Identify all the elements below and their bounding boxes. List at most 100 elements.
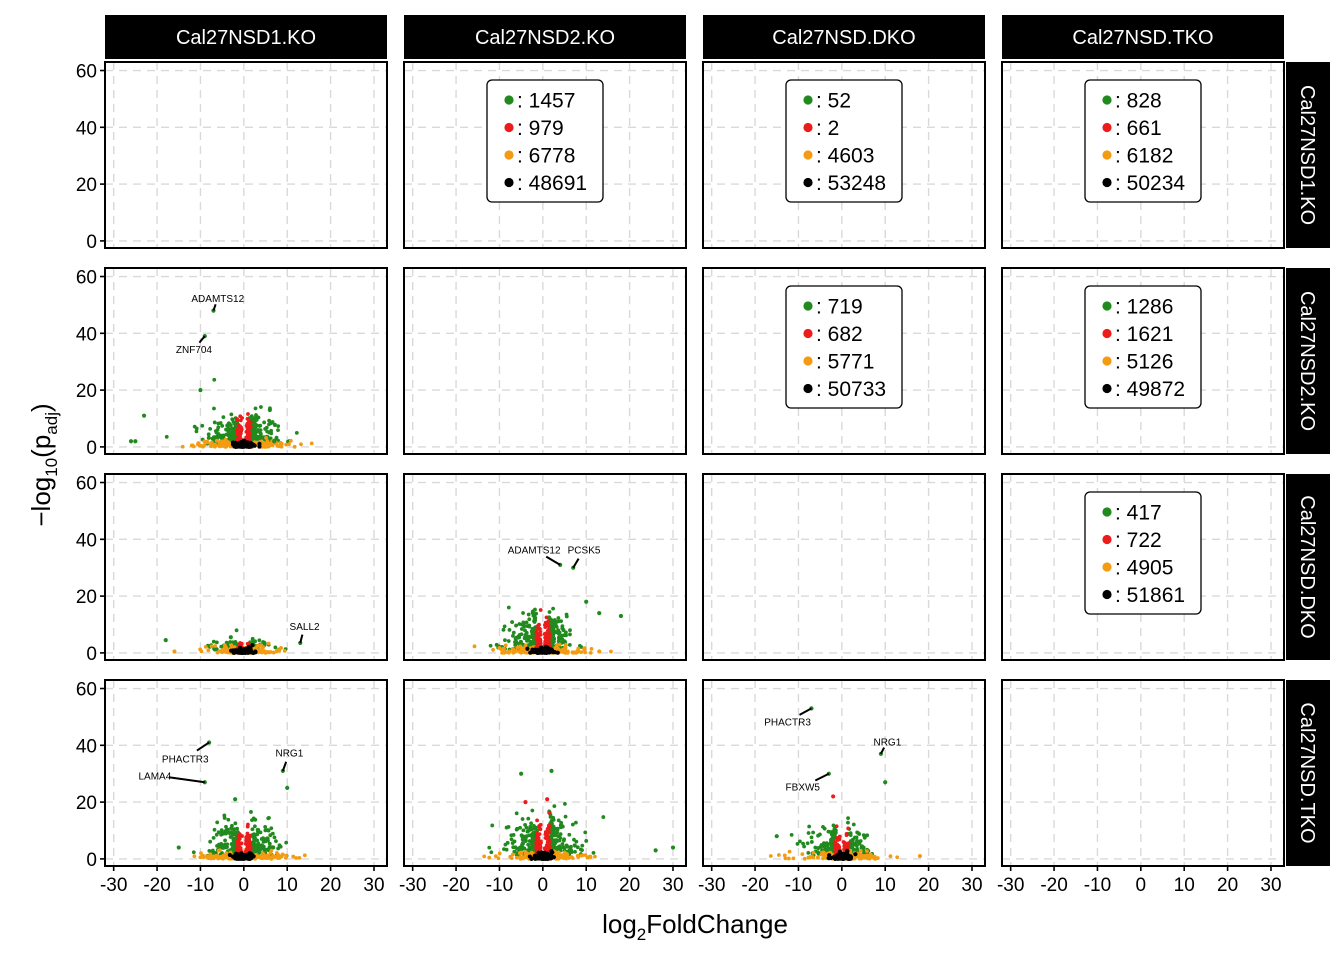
point-green bbox=[226, 817, 231, 822]
point-red bbox=[844, 832, 849, 836]
y-tick-label: 60 bbox=[76, 680, 97, 701]
point-orange bbox=[582, 646, 586, 651]
point-orange bbox=[858, 852, 862, 857]
point-orange bbox=[493, 854, 498, 859]
point-orange bbox=[208, 852, 213, 857]
point-green bbox=[855, 830, 860, 835]
panel-border bbox=[403, 61, 687, 249]
point-orange bbox=[257, 854, 262, 859]
point-orange bbox=[585, 855, 590, 860]
point-red bbox=[238, 641, 243, 645]
point-red bbox=[235, 431, 240, 436]
point-green bbox=[567, 642, 572, 647]
point-orange bbox=[510, 646, 515, 651]
point-orange bbox=[593, 854, 597, 859]
legend-count-black: : 48691 bbox=[517, 172, 587, 195]
point-green bbox=[554, 625, 559, 629]
point-orange bbox=[198, 855, 203, 860]
panel-border bbox=[403, 679, 687, 867]
panel-border bbox=[104, 679, 388, 867]
point-green bbox=[553, 833, 557, 838]
column-strip-label: Cal27NSD.TKO bbox=[1072, 27, 1213, 49]
point-red bbox=[538, 839, 543, 844]
point-green bbox=[824, 841, 829, 846]
point-orange bbox=[264, 650, 269, 655]
point-orange bbox=[808, 855, 813, 859]
point-green bbox=[490, 823, 495, 828]
point-red bbox=[244, 841, 249, 845]
point-green bbox=[883, 780, 888, 785]
point-green bbox=[817, 832, 822, 837]
panel-border bbox=[104, 61, 388, 249]
point-green bbox=[510, 620, 515, 624]
label-leader bbox=[168, 776, 205, 784]
point-orange bbox=[482, 854, 487, 859]
point-green bbox=[506, 605, 511, 610]
point-green bbox=[259, 431, 263, 436]
point-green bbox=[529, 821, 534, 826]
point-orange bbox=[875, 856, 880, 860]
point-green bbox=[514, 639, 519, 644]
legend-swatch-black bbox=[1102, 383, 1112, 394]
point-green bbox=[522, 624, 527, 629]
point-black bbox=[244, 444, 249, 449]
legend-swatch-red bbox=[803, 122, 813, 133]
point-green bbox=[556, 635, 561, 640]
point-orange bbox=[223, 643, 227, 648]
point-orange bbox=[217, 444, 222, 449]
legend-swatch-red bbox=[504, 122, 514, 133]
legend-count-red: : 2 bbox=[816, 117, 839, 140]
point-green bbox=[512, 839, 517, 844]
point-orange bbox=[205, 440, 210, 445]
point-green bbox=[572, 837, 576, 842]
point-green bbox=[212, 406, 216, 411]
point-black bbox=[243, 854, 248, 859]
legend-count-black: : 50234 bbox=[1115, 172, 1185, 195]
point-green bbox=[568, 632, 572, 637]
point-orange bbox=[172, 649, 177, 654]
gene-label: PHACTR3 bbox=[764, 717, 811, 728]
strips-layer: Cal27NSD1.KO Cal27NSD2.KO Cal27NSD.DKO Cal2… bbox=[105, 15, 1330, 866]
point-green bbox=[805, 841, 810, 846]
point-green bbox=[252, 835, 256, 840]
point-green bbox=[256, 841, 261, 846]
legend-swatch-orange bbox=[1102, 150, 1112, 160]
point-green bbox=[520, 837, 525, 842]
point-green bbox=[272, 835, 277, 840]
point-green bbox=[227, 434, 232, 439]
point-green bbox=[215, 820, 220, 825]
point-orange bbox=[472, 644, 477, 649]
point-black bbox=[544, 650, 549, 655]
point-green bbox=[556, 619, 561, 624]
point-red bbox=[837, 837, 842, 842]
legend-swatch-orange bbox=[803, 356, 813, 366]
point-green bbox=[527, 828, 531, 833]
point-green bbox=[259, 405, 263, 409]
point-green bbox=[226, 423, 230, 427]
panel-r3-c0 bbox=[104, 679, 388, 867]
point-orange bbox=[811, 850, 816, 855]
point-green bbox=[128, 439, 134, 444]
point-red bbox=[237, 833, 242, 838]
point-orange bbox=[203, 644, 208, 649]
point-orange bbox=[264, 436, 269, 440]
point-green bbox=[851, 822, 856, 827]
x-tick-label: 0 bbox=[239, 875, 250, 896]
point-green bbox=[809, 840, 814, 844]
x-tick-label: 0 bbox=[837, 875, 848, 896]
point-orange bbox=[791, 856, 796, 861]
point-black bbox=[247, 850, 252, 856]
legend-swatch-green bbox=[1102, 95, 1112, 105]
label-leader bbox=[572, 558, 580, 569]
panel-border bbox=[403, 267, 687, 455]
label-leader bbox=[212, 304, 217, 311]
legend-count-black: : 53248 bbox=[816, 172, 886, 195]
point-green bbox=[212, 827, 217, 832]
legend-r2-c3: : 417: 722: 4905: 51861 bbox=[1084, 491, 1202, 615]
point-green bbox=[278, 844, 283, 849]
point-red bbox=[537, 844, 542, 849]
legend-swatch-red bbox=[1102, 534, 1112, 545]
legend-count-orange: : 6778 bbox=[517, 145, 575, 168]
point-green bbox=[527, 845, 532, 850]
